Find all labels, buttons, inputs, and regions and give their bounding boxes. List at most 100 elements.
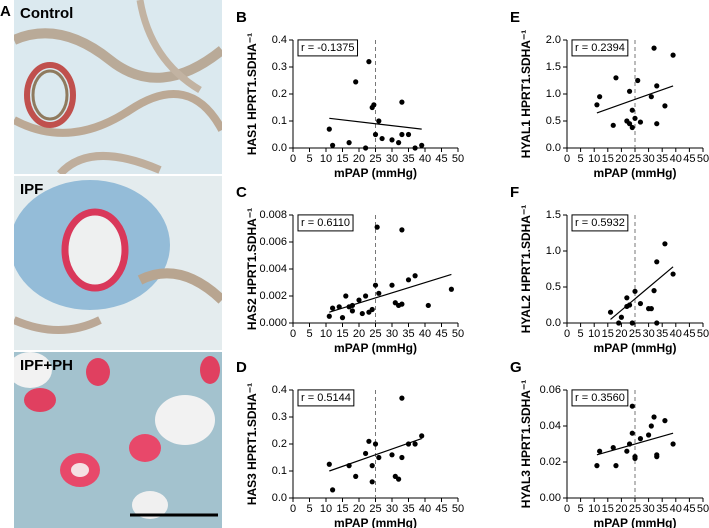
- data-point: [379, 135, 385, 142]
- x-axis-label: mPAP (mmHg): [594, 341, 677, 355]
- x-axis-label: mPAP (mmHg): [334, 341, 417, 355]
- x-tick-label: 50: [697, 503, 709, 515]
- data-point: [648, 94, 654, 100]
- x-tick-label: 45: [683, 503, 695, 515]
- data-point: [670, 52, 676, 58]
- y-tick-label: 0.000: [259, 317, 287, 329]
- y-axis-label: HAS3 HPRT1.SDHA⁻¹: [245, 383, 259, 505]
- data-point: [363, 450, 369, 457]
- x-tick-label: 5: [306, 153, 312, 165]
- data-point: [662, 103, 668, 109]
- histology-image: [14, 176, 222, 350]
- data-point: [632, 288, 638, 294]
- y-tick-label: 0.008: [259, 209, 287, 221]
- x-tick-label: 15: [336, 503, 348, 515]
- data-point: [594, 463, 600, 469]
- x-tick-label: 30: [386, 503, 398, 515]
- data-point: [648, 423, 654, 429]
- data-point: [336, 304, 342, 310]
- x-tick-label: 40: [670, 328, 682, 340]
- x-tick-label: 50: [452, 328, 464, 340]
- data-point: [651, 45, 657, 51]
- x-tick-label: 10: [320, 503, 332, 515]
- x-tick-label: 20: [615, 328, 627, 340]
- x-tick-label: 20: [353, 153, 365, 165]
- y-tick-label: 0.5: [546, 281, 561, 293]
- annotation-box: [571, 39, 629, 57]
- data-point: [376, 454, 382, 461]
- panel-label: C: [236, 184, 247, 201]
- x-tick-label: 40: [419, 153, 431, 165]
- y-tick-label: 0.2: [272, 88, 287, 100]
- data-point: [648, 306, 654, 312]
- y-tick-label: 0.02: [540, 456, 561, 468]
- y-axis-label: HYAL3 HPRT1.SDHA⁻¹: [519, 380, 533, 509]
- data-point: [369, 463, 375, 469]
- x-tick-label: 25: [369, 153, 381, 165]
- x-tick-label: 25: [369, 328, 381, 340]
- x-tick-label: 0: [290, 503, 296, 515]
- annotation-box: [571, 389, 629, 407]
- x-axis-label: mPAP (mmHg): [334, 516, 417, 528]
- data-point: [654, 121, 660, 127]
- data-point: [372, 131, 379, 138]
- data-point: [607, 309, 614, 315]
- data-point: [363, 145, 369, 151]
- x-tick-label: 40: [419, 503, 431, 515]
- data-point: [399, 301, 405, 307]
- x-tick-label: 30: [386, 328, 398, 340]
- data-point: [629, 430, 635, 436]
- x-tick-label: 20: [615, 503, 627, 515]
- data-point: [419, 142, 425, 148]
- x-tick-label: 35: [656, 153, 668, 165]
- fit-line: [329, 438, 422, 472]
- data-point: [399, 454, 405, 461]
- data-point: [399, 131, 405, 138]
- data-point: [448, 286, 454, 292]
- y-axis-label: HAS2 HPRT1.SDHA⁻¹: [245, 208, 259, 330]
- image-label: Control: [20, 5, 73, 22]
- y-tick-label: 0.06: [540, 384, 561, 396]
- data-point: [632, 454, 638, 460]
- data-point: [389, 282, 395, 288]
- y-tick-label: 0.4: [272, 34, 287, 46]
- data-point: [646, 432, 652, 438]
- data-point: [637, 436, 644, 442]
- x-tick-label: 0: [290, 328, 296, 340]
- y-tick-label: 1.0: [546, 88, 561, 100]
- y-axis-label: HYAL1 HPRT1.SDHA⁻¹: [519, 30, 533, 159]
- y-tick-label: 0.1: [272, 115, 287, 127]
- data-point: [613, 463, 619, 469]
- x-tick-label: 25: [629, 153, 641, 165]
- data-point: [399, 227, 405, 233]
- annotation-box: [297, 389, 355, 407]
- x-tick-label: 5: [578, 328, 584, 340]
- data-point: [389, 452, 395, 458]
- x-tick-label: 0: [564, 153, 570, 165]
- x-tick-label: 0: [564, 328, 570, 340]
- x-tick-label: 30: [642, 153, 654, 165]
- data-point: [363, 293, 369, 299]
- data-point: [624, 448, 630, 454]
- y-tick-label: 2.0: [546, 34, 561, 46]
- panel-label: E: [510, 9, 520, 26]
- data-point: [372, 441, 379, 447]
- data-point: [326, 461, 332, 467]
- panel-label: F: [510, 184, 519, 201]
- y-tick-label: 0.2: [272, 438, 287, 450]
- x-tick-label: 10: [588, 153, 600, 165]
- x-tick-label: 40: [670, 153, 682, 165]
- data-point: [343, 293, 349, 299]
- data-point: [356, 297, 362, 303]
- x-tick-label: 30: [642, 328, 654, 340]
- data-point: [629, 403, 635, 409]
- data-point: [366, 59, 372, 65]
- image-label: IPF: [20, 181, 43, 198]
- data-point: [610, 122, 616, 128]
- panel-label: G: [510, 359, 522, 376]
- data-point: [629, 124, 635, 131]
- data-point: [425, 302, 431, 309]
- data-point: [372, 282, 379, 288]
- fit-line: [596, 85, 674, 114]
